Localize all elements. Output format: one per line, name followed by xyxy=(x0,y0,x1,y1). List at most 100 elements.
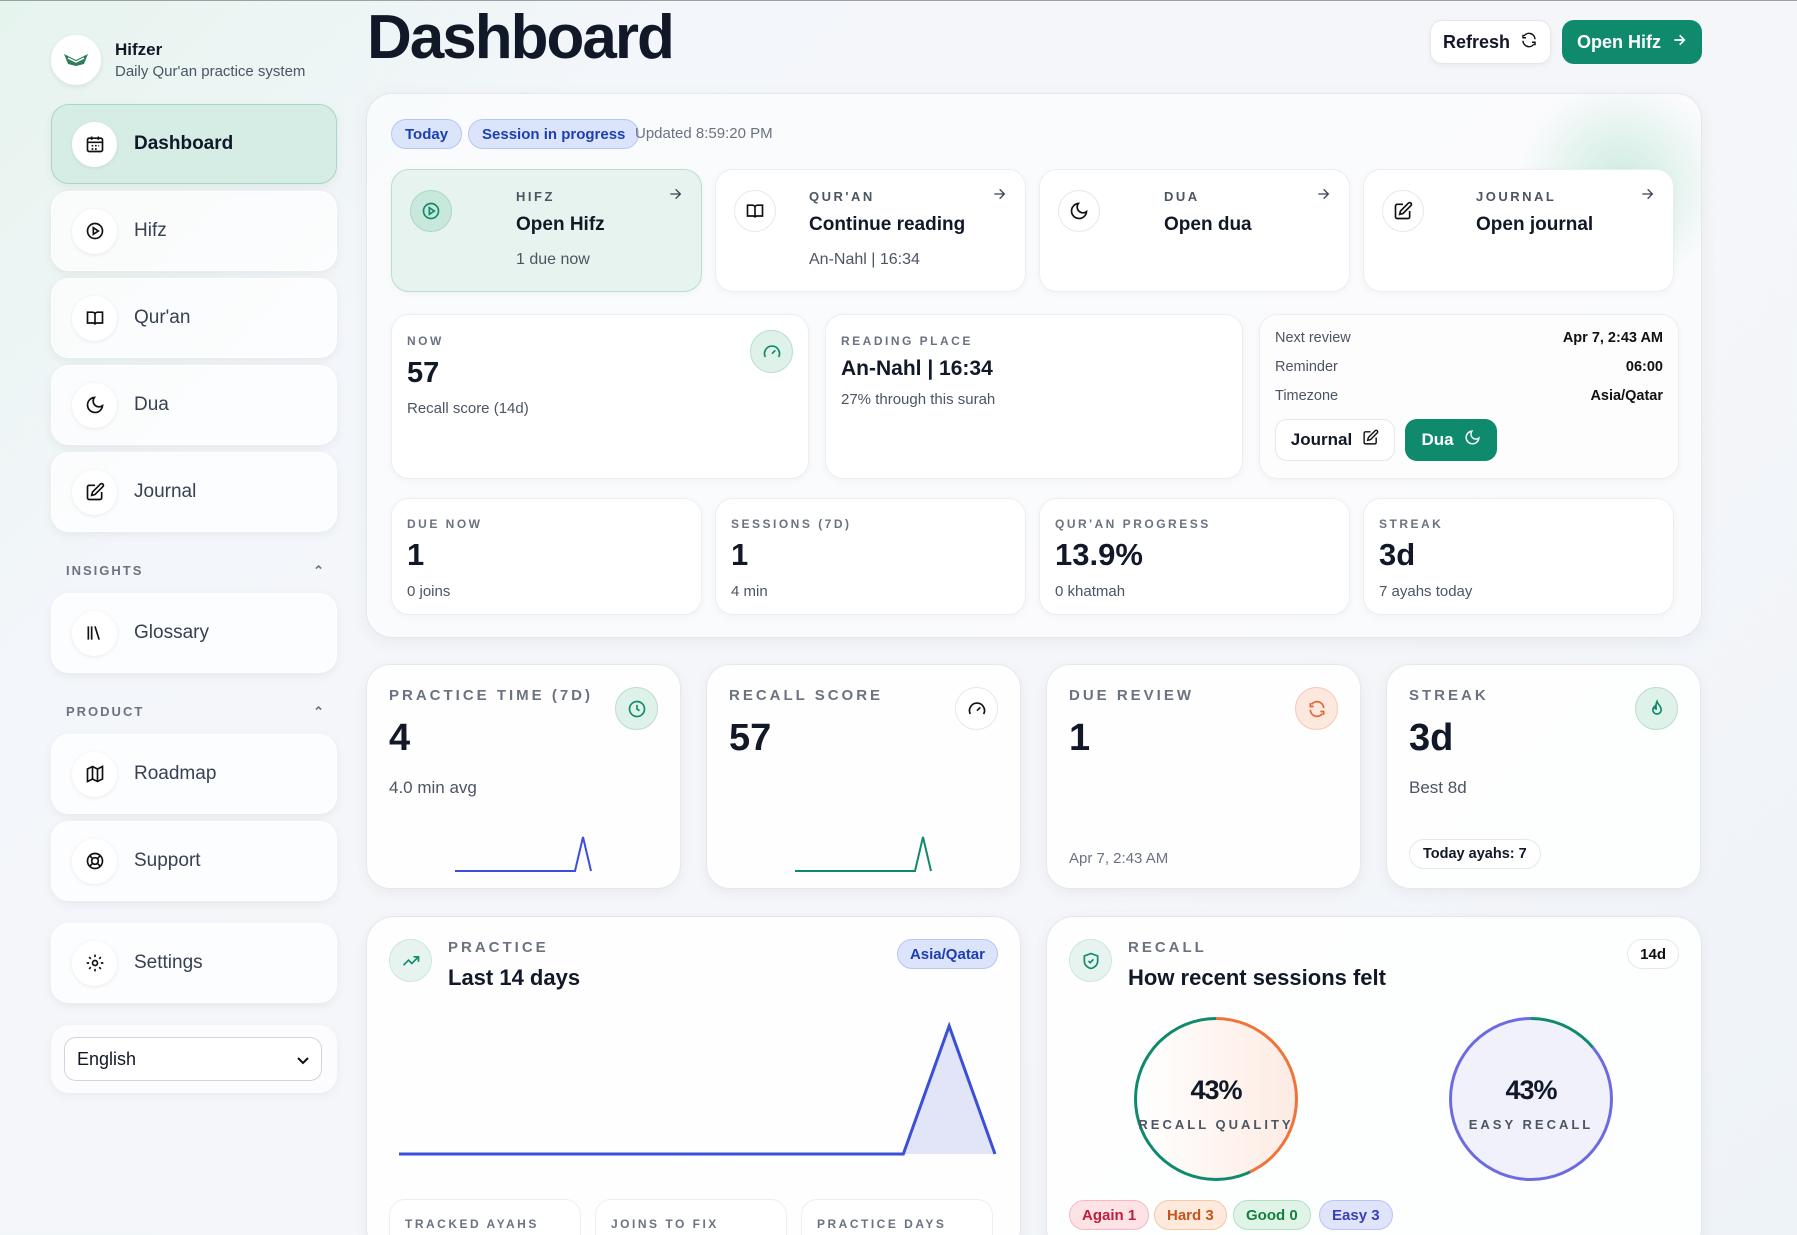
gauge-icon xyxy=(750,330,793,373)
sidebar-item-label: Support xyxy=(134,850,201,871)
again-pill: Again 1 xyxy=(1069,1200,1150,1230)
metric-due-review: DUE REVIEW 1 Apr 7, 2:43 AM xyxy=(1046,664,1361,889)
stat-sessions: SESSIONS (7D) 1 4 min xyxy=(715,498,1026,615)
recall-sparkline xyxy=(795,836,932,872)
page-title: Dashboard xyxy=(367,3,675,72)
refresh-button[interactable]: Refresh xyxy=(1430,20,1551,64)
dua-button-label: Dua xyxy=(1421,430,1454,449)
insights-section-toggle[interactable]: INSIGHTS ⌃ xyxy=(66,563,326,579)
stat-due-now: DUE NOW 1 0 joins xyxy=(391,498,702,615)
map-icon xyxy=(72,751,117,797)
joins-to-fix-kicker: JOINS TO FIX xyxy=(611,1217,719,1231)
clock-icon xyxy=(615,687,658,730)
stat-sub: 0 khatmah xyxy=(1055,583,1126,600)
session-chip[interactable]: Session in progress xyxy=(468,119,640,149)
open-hifz-label: Open Hifz xyxy=(1577,31,1661,52)
lifebuoy-icon xyxy=(72,838,117,884)
refresh-icon xyxy=(1295,687,1338,730)
quick-card-kicker: DUA xyxy=(1164,189,1200,204)
sidebar-item-glossary[interactable]: Glossary xyxy=(51,593,337,673)
sidebar-item-journal[interactable]: Journal xyxy=(51,452,337,532)
reading-place-card[interactable]: READING PLACE An-Nahl | 16:34 27% throug… xyxy=(825,314,1243,479)
sidebar-item-label: Journal xyxy=(134,481,197,502)
recall-quality-label: RECALL QUALITY xyxy=(1138,1117,1294,1132)
arrow-right-icon xyxy=(1639,186,1655,207)
today-chip[interactable]: Today xyxy=(391,119,463,149)
recall-quality-ring: 43% RECALL QUALITY xyxy=(1134,1017,1298,1181)
sidebar-item-roadmap[interactable]: Roadmap xyxy=(51,734,337,814)
dua-button[interactable]: Dua xyxy=(1405,419,1497,461)
sparkline-series xyxy=(455,836,592,872)
brand[interactable]: Hifzer Daily Qur'an practice system xyxy=(51,35,337,85)
sidebar: Hifzer Daily Qur'an practice system Dash… xyxy=(51,35,337,1093)
practice-sparkline xyxy=(455,836,592,872)
library-icon xyxy=(72,610,117,656)
brand-name: Hifzer xyxy=(115,40,163,59)
chevron-up-icon: ⌃ xyxy=(313,704,326,719)
quick-card-title: Open Hifz xyxy=(516,214,605,235)
flame-icon xyxy=(1635,687,1678,730)
metric-practice-time: PRACTICE TIME (7D) 4 4.0 min avg xyxy=(366,664,681,889)
refresh-label: Refresh xyxy=(1442,31,1511,52)
sparkline-series xyxy=(795,836,932,872)
gear-icon xyxy=(72,940,117,986)
edit-icon xyxy=(1362,429,1379,451)
reading-sub: 27% through this surah xyxy=(841,391,996,408)
trending-up-icon xyxy=(389,939,432,982)
quick-card-journal[interactable]: JOURNAL Open journal xyxy=(1363,169,1674,292)
practice-area-fill xyxy=(399,1026,995,1154)
recall-title: How recent sessions felt xyxy=(1128,965,1386,990)
shield-check-icon xyxy=(1069,939,1112,982)
language-select[interactable]: English xyxy=(64,1037,322,1081)
stat-kicker: QUR'AN PROGRESS xyxy=(1055,517,1211,531)
overview-panel: Today Session in progress Updated 8:59:2… xyxy=(366,93,1702,638)
metric-value: 57 xyxy=(729,717,772,759)
easy-recall-ring: 43% EASY RECALL xyxy=(1449,1017,1613,1181)
updated-timestamp: Updated 8:59:20 PM xyxy=(635,125,773,142)
moon-icon xyxy=(1058,190,1100,232)
sidebar-item-label: Dashboard xyxy=(134,133,234,154)
quick-card-kicker: HIFZ xyxy=(516,189,555,204)
sidebar-item-label: Qur'an xyxy=(134,307,191,328)
language-value: English xyxy=(77,1048,137,1069)
practice-card: PRACTICE Last 14 days Asia/Qatar TRACKED… xyxy=(366,916,1021,1235)
chevron-down-icon xyxy=(297,1049,309,1070)
metric-kicker: PRACTICE TIME (7D) xyxy=(389,687,593,704)
sidebar-item-dashboard[interactable]: Dashboard xyxy=(51,104,337,184)
sidebar-item-label: Dua xyxy=(134,394,169,415)
quick-card-hifz[interactable]: HIFZ Open Hifz 1 due now xyxy=(391,169,702,292)
refresh-icon xyxy=(1520,31,1538,54)
sidebar-item-settings[interactable]: Settings xyxy=(51,923,337,1003)
metric-kicker: STREAK xyxy=(1409,687,1489,704)
sidebar-item-label: Hifz xyxy=(134,220,167,241)
gauge-icon xyxy=(955,687,998,730)
metric-sub: Best 8d xyxy=(1409,778,1467,797)
journal-button[interactable]: Journal xyxy=(1275,419,1395,461)
quick-card-dua[interactable]: DUA Open dua xyxy=(1039,169,1350,292)
stat-quran-progress: QUR'AN PROGRESS 13.9% 0 khatmah xyxy=(1039,498,1350,615)
now-card: NOW 57 Recall score (14d) xyxy=(391,314,809,479)
stat-streak: STREAK 3d 7 ayahs today xyxy=(1363,498,1674,615)
range-chip[interactable]: 14d xyxy=(1627,939,1679,969)
easy-recall-label: EASY RECALL xyxy=(1468,1117,1594,1132)
quick-card-title: Open dua xyxy=(1164,214,1252,235)
joins-to-fix-card: JOINS TO FIX xyxy=(595,1199,787,1235)
sidebar-item-hifz[interactable]: Hifz xyxy=(51,191,337,271)
timezone-value: Asia/Qatar xyxy=(1590,388,1663,404)
language-container: English xyxy=(51,1025,337,1093)
edit-icon xyxy=(72,469,117,515)
now-sub: Recall score (14d) xyxy=(407,400,529,417)
practice-area-line xyxy=(399,1021,997,1156)
reading-value: An-Nahl | 16:34 xyxy=(841,357,993,380)
edit-icon xyxy=(1382,190,1424,232)
quick-card-quran[interactable]: QUR'AN Continue reading An-Nahl | 16:34 xyxy=(715,169,1026,292)
open-hifz-button[interactable]: Open Hifz xyxy=(1562,20,1702,64)
sidebar-item-support[interactable]: Support xyxy=(51,821,337,901)
product-section-toggle[interactable]: PRODUCT ⌃ xyxy=(66,704,326,720)
practice-kicker: PRACTICE xyxy=(448,939,549,956)
reminder-value: 06:00 xyxy=(1625,359,1663,375)
brand-tagline: Daily Qur'an practice system xyxy=(115,63,306,80)
play-circle-icon xyxy=(410,190,452,232)
sidebar-item-quran[interactable]: Qur'an xyxy=(51,278,337,358)
sidebar-item-dua[interactable]: Dua xyxy=(51,365,337,445)
